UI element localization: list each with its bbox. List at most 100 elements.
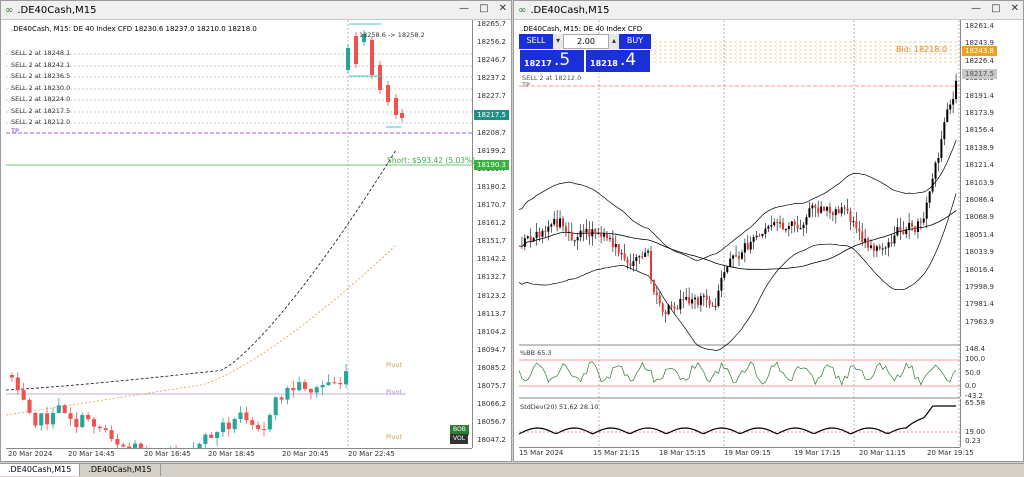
candle [573,240,576,242]
candle [550,224,553,227]
left-time-tick: 20 Mar 14:45 [68,450,115,458]
candle [650,250,652,280]
candle [826,207,828,211]
candle [934,162,937,179]
left-price-axis[interactable]: 18265.718256.218246.718237.218227.718218… [472,20,513,448]
candle [732,255,735,259]
candle [784,229,787,231]
pivot-label-2: Pivot [386,388,402,396]
left-price-tick: 18066.2 [477,400,506,409]
candle [279,397,284,400]
candle [585,228,588,233]
candle [285,388,290,400]
candle [764,228,767,234]
chart-tab-1[interactable]: .DE40Cash,M15 [0,464,81,476]
candle [308,389,313,393]
left-chart-window[interactable]: ∞ .DE40Cash,M15 — □ ✕ .DE40Cash, M15: DE… [0,0,512,462]
candle [787,225,790,230]
minimize-icon[interactable]: — [459,3,470,14]
candle [326,382,331,386]
candle [62,405,67,414]
minimize-icon[interactable]: — [971,3,982,14]
candle [538,231,541,237]
candle [138,443,143,448]
volume-down-icon[interactable]: ▾ [553,34,563,49]
trade-note: 18258.6 -> 18258.2 [359,31,425,39]
short-price-tag: 18190.3 [474,160,509,170]
candle [661,303,664,312]
candle [908,222,911,230]
candle [302,382,308,390]
candle [852,221,855,223]
candle [782,222,784,230]
bb-tick: 50.0 [965,369,981,377]
sell-button[interactable]: SELL [519,34,553,49]
candle [386,85,390,102]
candle [916,221,919,232]
right-symbol-info: .DE40Cash, M15: DE 40 Index CFD [521,25,643,33]
right-price-tick: 18016.4 [965,265,994,274]
order-label: SELL 2 at 18236.5 [11,72,71,80]
candle [80,415,85,428]
candle [817,207,820,213]
right-price-tick: 18138.9 [965,143,994,152]
bb-tick: 100.0 [965,355,986,363]
candle [937,157,940,163]
close-icon[interactable]: ✕ [1010,3,1019,14]
short-position-label: Short: $593.42 (5.03%) [387,156,476,165]
candle [547,226,550,232]
right-time-tick: 19 Mar 09:15 [724,449,771,457]
candle [45,413,50,425]
left-window-titlebar[interactable]: ∞ .DE40Cash,M15 — □ ✕ [1,1,511,20]
buy-price-box[interactable]: 18218 .4 [585,49,651,73]
right-chart-window[interactable]: ∞ .DE40Cash,M15 — □ ✕ .DE40Cash, M15: DE… [513,0,1024,462]
candle [297,382,302,391]
candle [520,246,523,248]
one-click-trade-panel[interactable]: SELL ▾ 2.00 ▴ BUY 18217 .5 18218 .4 [519,34,651,73]
candle [776,222,779,224]
candle [676,308,679,310]
maximize-icon[interactable]: □ [991,3,1001,14]
sell-price-box[interactable]: 18217 .5 [519,49,585,73]
chart-tab-2[interactable]: .DE40Cash,M15 [80,464,161,476]
order-label: SELL 2 at 18242.1 [11,61,71,69]
candle [553,218,556,225]
left-price-tick: 18227.7 [477,92,506,101]
left-price-tick: 18047.2 [477,436,506,445]
candle [50,413,56,425]
left-time-axis: 20 Mar 2024 20 Mar 14:45 20 Mar 16:45 20 Ma… [6,448,472,461]
candle [261,429,267,431]
close-icon[interactable]: ✕ [498,3,507,14]
candle [121,444,126,447]
candle [620,253,623,255]
volume-up-icon[interactable]: ▴ [609,34,619,49]
left-time-tick: 20 Mar 16:45 [144,450,191,458]
left-price-tick: 18161.2 [477,219,506,228]
candle [9,375,14,378]
right-window-titlebar[interactable]: ∞ .DE40Cash,M15 — □ ✕ [514,1,1023,20]
candle [749,241,752,250]
candle [911,222,914,227]
maximize-icon[interactable]: □ [479,3,489,14]
candle [705,295,708,300]
right-price-chart[interactable] [519,20,960,459]
candle [943,122,946,140]
left-window-title: .DE40Cash,M15 [17,4,97,16]
candle [291,388,296,391]
left-price-chart[interactable] [6,20,472,448]
left-price-tick: 18151.7 [477,237,506,246]
candle [103,428,108,431]
badge-bottom: VOL [450,434,469,444]
volume-input[interactable]: 2.00 [563,34,609,49]
candle [864,238,867,242]
candle [526,236,529,239]
candle [679,298,682,310]
order-label: SELL 2 at 18217.5 [11,107,71,115]
right-price-axis[interactable]: 18261.418243.918226.418208.918191.418173… [960,20,1024,345]
buy-button[interactable]: BUY [619,34,651,49]
candle [855,221,858,229]
left-price-tick: 18113.7 [477,309,506,318]
left-price-tick: 18256.2 [477,38,506,47]
candle [743,243,746,253]
candle [570,231,573,241]
